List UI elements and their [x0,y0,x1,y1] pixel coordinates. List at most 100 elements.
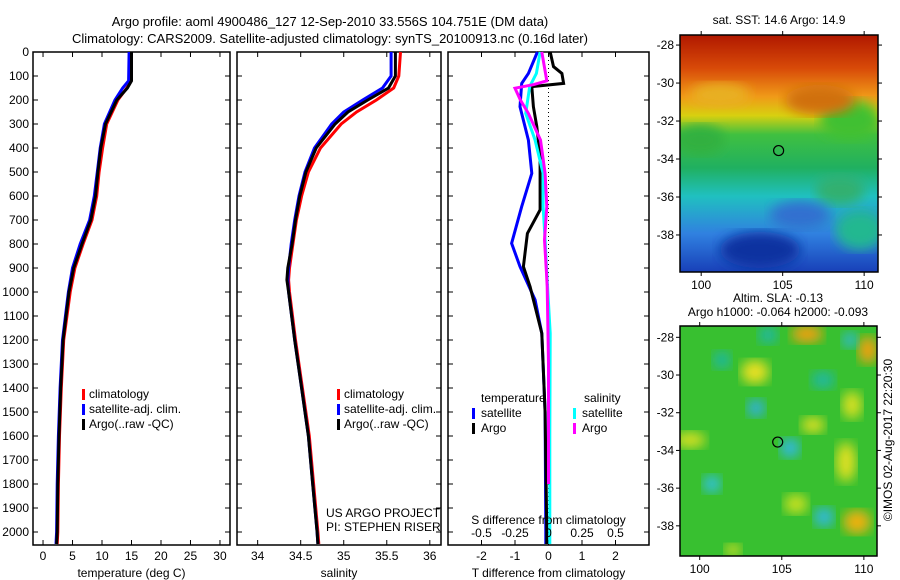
legend-header: salinity [584,391,621,405]
lat-tick-label: -38 [657,228,675,242]
y-tick-label: 900 [9,261,29,275]
lon-tick-label: 110 [854,562,873,576]
x-tick-label: 36 [423,549,437,563]
y-tick-label: 700 [9,213,29,227]
legend-label: satellite [582,406,623,420]
map-frame [679,325,878,557]
legend-swatch [82,404,85,415]
lat-tick-label: -28 [657,38,675,52]
x-tick-label: 20 [154,549,168,563]
lat-tick-label: -32 [657,114,675,128]
lat-tick-label: -36 [657,481,675,495]
map-title: sat. SST: 14.6 Argo: 14.9 [713,13,846,27]
y-tick-label: 1300 [2,357,29,371]
series-line-0 [287,51,402,545]
x-tick-label: -2 [476,549,487,563]
map-sla_map: -28 -30 -32 -34 -36 -38 100 105 110 Altim. SLA: -… [657,291,881,576]
x-tick-label: 34 [251,549,265,563]
y-tick-label: 500 [9,165,29,179]
lon-tick-label: 100 [691,278,711,292]
legend-label: Argo [582,421,608,435]
project-label: US ARGO PROJECT [326,506,441,520]
legend-swatch [472,408,475,419]
x-axis-label: temperature (deg C) [77,566,185,580]
lat-tick-label: -30 [657,76,675,90]
panel-frame [236,51,442,546]
legend-swatch [337,404,340,415]
x-tick-label: 0 [40,549,47,563]
panel-frame [32,51,231,546]
x-tick-label: 10 [95,549,109,563]
map-field [680,326,877,556]
s-tick-label: -0.25 [501,526,529,540]
y-tick-label: 1900 [2,501,29,515]
lat-tick-label: -38 [657,519,675,533]
legend-swatch [573,408,576,419]
map-field [680,35,878,272]
legend-label: Argo(..raw -QC) [89,417,174,431]
y-tick-label: 1500 [2,405,29,419]
y-tick-label: 200 [9,93,29,107]
s-tick-label: -0.5 [471,526,492,540]
lat-tick-label: -36 [657,190,675,204]
legend-label: satellite-adj. clim. [344,402,436,416]
panel-difference: -2 -1 0 1 2 T difference from climatology -0.5… [447,51,650,580]
lon-tick-label: 110 [855,278,874,292]
copyright-label: ©IMOS 02-Aug-2017 22:20:30 [881,359,895,522]
y-tick-label: 1700 [2,453,29,467]
panel-salinity: 34 34.5 35 35.5 36 salinity climatologysatelli… [236,51,442,580]
legend-swatch [337,389,340,400]
legend-swatch [573,423,576,434]
x-tick-label: 5 [69,549,76,563]
argo-float-marker [773,144,785,157]
legend-header: temperature [481,391,546,405]
s-tick-label: 0.25 [570,526,594,540]
y-tick-label: 1800 [2,477,29,491]
lat-tick-label: -28 [657,330,675,344]
map-title: Altim. SLA: -0.13 [733,291,823,305]
x-tick-label: 2 [612,549,619,563]
s-axis-label: S difference from climatology [471,513,626,527]
x-tick-label: 34.5 [289,549,313,563]
y-tick-label: 1100 [3,309,29,323]
lat-tick-label: -34 [657,443,675,457]
x-tick-label: -1 [510,549,521,563]
lat-tick-label: -32 [657,406,675,420]
y-tick-label: 2000 [2,525,29,539]
lon-tick-label: 100 [690,562,710,576]
y-tick-label: 1000 [2,285,29,299]
legend-swatch [337,419,340,430]
y-tick-label: 100 [9,69,29,83]
map-subtitle: Argo h1000: -0.064 h2000: -0.093 [688,305,868,319]
legend-label: satellite [481,406,522,420]
figure-title-line1: Argo profile: aoml 4900486_127 12-Sep-20… [111,14,549,29]
series-line-2 [285,52,397,545]
pi-label: PI: STEPHEN RISER [326,520,441,534]
s-tick-label: 0.5 [607,526,624,540]
lon-tick-label: 105 [772,562,792,576]
legend-swatch [472,423,475,434]
y-tick-label: 1600 [2,429,29,443]
legend-label: Argo(..raw -QC) [344,417,429,431]
lat-tick-label: -34 [657,152,675,166]
legend-label: climatology [344,387,404,401]
x-tick-label: 35 [337,549,351,563]
lon-tick-label: 105 [773,278,793,292]
y-tick-label: 300 [9,117,29,131]
y-tick-label: 800 [9,237,29,251]
y-tick-label: 600 [9,189,29,203]
y-tick-label: 1200 [2,333,29,347]
figure-title-line2: Climatology: CARS2009. Satellite-adjuste… [72,31,588,46]
lat-tick-label: -30 [657,368,675,382]
legend-swatch [82,419,85,430]
diff-line-temperature-argo [521,51,566,544]
x-axis-label: T difference from climatology [472,566,626,580]
map-frame [679,34,879,273]
y-tick-label: 0 [22,45,29,59]
x-tick-label: 15 [125,549,139,563]
y-tick-label: 1400 [2,381,29,395]
legend-label: climatology [89,387,149,401]
argo-float-marker [772,436,784,448]
x-tick-label: 1 [579,549,586,563]
